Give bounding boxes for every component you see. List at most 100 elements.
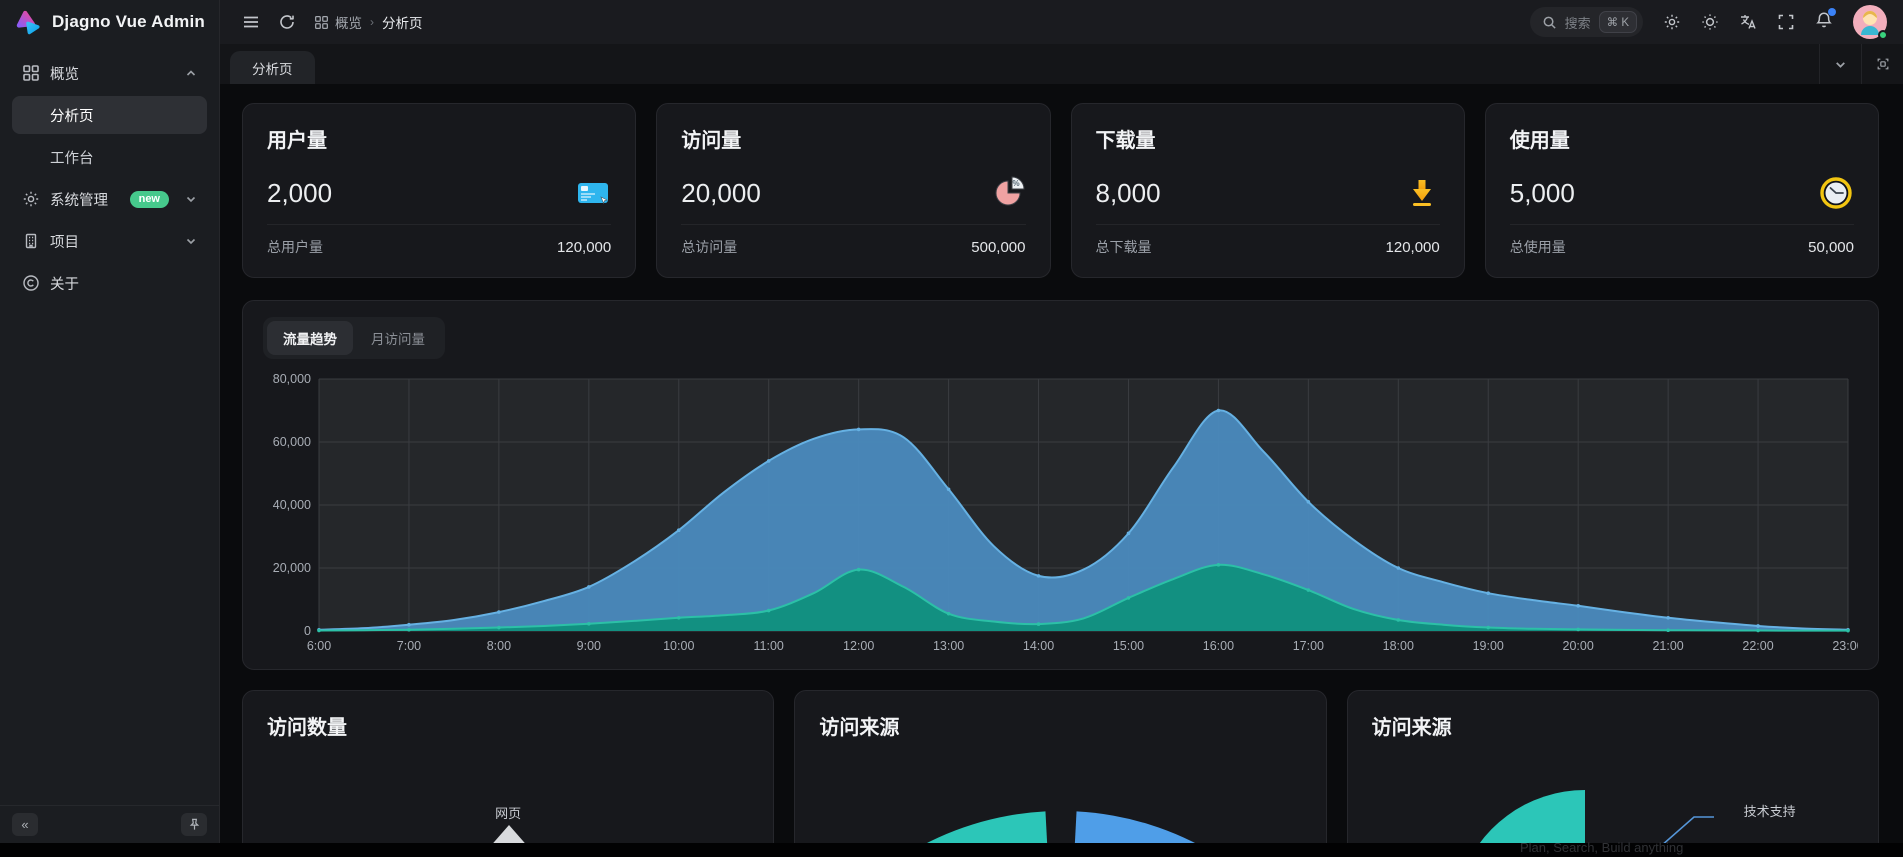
new-badge: new <box>129 190 169 208</box>
settings-gear-icon[interactable] <box>1663 13 1681 31</box>
stat-cards-row: 用户量 2,000 总用户量 120,000 <box>242 103 1879 278</box>
stat-title: 下载量 <box>1095 130 1156 152</box>
breadcrumb-root[interactable]: 概览 <box>314 12 362 32</box>
trend-chart-card: 流量趋势 月访问量 6:00 7:00 8:00 9:00 10:00 11:00 12:0… <box>242 300 1879 670</box>
sidebar-collapse-button[interactable]: « <box>12 813 38 836</box>
stat-value: 8,000 <box>1095 177 1161 208</box>
language-translate-icon[interactable] <box>1739 13 1757 31</box>
stat-value: 20,000 <box>681 177 761 208</box>
pie-chart-fragment: 技术支持 <box>1372 753 1854 857</box>
chevron-down-icon <box>186 196 196 203</box>
collapse-icon: « <box>21 817 29 832</box>
clock-icon <box>1820 177 1852 209</box>
online-status-dot <box>1878 30 1888 40</box>
maximize-view-button[interactable] <box>1861 44 1903 84</box>
svg-text:15:00: 15:00 <box>1113 639 1144 653</box>
card-title: 访问来源 <box>819 717 900 739</box>
avatar[interactable] <box>1853 5 1888 40</box>
card-title: 访问数量 <box>267 717 347 739</box>
visit-count-card: 访问数量 网页 <box>242 690 775 857</box>
stat-footer-label: 总下载量 <box>1095 239 1152 255</box>
sidebar-item-about[interactable]: 关于 <box>12 264 207 302</box>
bottom-cards-row: 访问数量 网页 访问来源 访问来源 技术支持 <box>242 690 1879 857</box>
sidebar-item-overview[interactable]: 概览 <box>12 54 207 92</box>
ghost-text: Plan, Search, Build anything <box>1520 840 1684 855</box>
bell-icon <box>1816 11 1832 27</box>
theme-sun-icon[interactable] <box>1701 13 1719 31</box>
svg-text:20,000: 20,000 <box>273 561 311 575</box>
download-icon <box>1412 180 1431 206</box>
page-content: 用户量 2,000 总用户量 120,000 <box>220 84 1903 857</box>
funnel-chart <box>481 825 537 857</box>
sidebar-item-workbench[interactable]: 工作台 <box>12 138 207 176</box>
svg-text:19:00: 19:00 <box>1473 639 1504 653</box>
svg-text:7:00: 7:00 <box>397 639 421 653</box>
stat-card-users: 用户量 2,000 总用户量 120,000 <box>242 103 637 278</box>
app-logo-icon <box>16 10 40 35</box>
svg-text:21:00: 21:00 <box>1652 639 1683 653</box>
svg-text:60,000: 60,000 <box>273 435 311 449</box>
search-input[interactable]: 搜索 ⌘ K <box>1529 7 1643 37</box>
stat-card-visits: 访问量 20,000 % 总访问量 500,000 <box>656 103 1051 278</box>
notifications-button[interactable] <box>1815 7 1836 34</box>
funnel-top-label: 网页 <box>495 806 522 821</box>
stat-title: 使用量 <box>1509 130 1570 152</box>
logo-row[interactable]: Djagno Vue Admin <box>0 0 219 44</box>
stat-card-usage: 使用量 5,000 总使用量 50,000 <box>1484 103 1879 278</box>
stat-value: 5,000 <box>1509 177 1575 208</box>
sidebar-pin-button[interactable] <box>181 813 207 836</box>
stat-footer-label: 总用户量 <box>267 239 323 255</box>
search-icon <box>1543 16 1556 29</box>
chevron-down-icon <box>186 238 196 245</box>
bottom-overlay-strip: Plan, Search, Build anything <box>0 840 1903 857</box>
topbar: 概览 › 分析页 搜索 ⌘ K <box>220 0 1903 44</box>
refresh-icon[interactable] <box>278 13 296 31</box>
stat-card-downloads: 下载量 8,000 总下载量 120,000 <box>1070 103 1465 278</box>
chevron-down-icon <box>1836 61 1845 68</box>
stat-footer-label: 总访问量 <box>681 239 738 255</box>
sidebar: Djagno Vue Admin 概览 分析页 工作台 <box>0 0 220 843</box>
svg-text:10:00: 10:00 <box>663 639 694 653</box>
pie-chart <box>902 811 1220 857</box>
stat-value: 2,000 <box>267 177 333 208</box>
svg-text:20:00: 20:00 <box>1563 639 1594 653</box>
gear-icon <box>23 191 39 207</box>
tab-monthly-visits[interactable]: 月访问量 <box>371 332 425 347</box>
pin-icon <box>189 818 199 830</box>
sidebar-item-label: 分析页 <box>50 108 94 125</box>
grid-icon <box>315 15 328 29</box>
id-card-icon <box>578 183 609 205</box>
stat-footer-value: 120,000 <box>1385 238 1440 256</box>
pie-chart-fragment <box>819 753 1301 857</box>
card-title: 访问来源 <box>1371 717 1452 739</box>
search-placeholder: 搜索 <box>1564 15 1591 31</box>
grid-icon <box>23 65 39 81</box>
topbar-actions: 搜索 ⌘ K <box>1529 5 1888 40</box>
tab-traffic-trend[interactable]: 流量趋势 <box>267 321 353 355</box>
traffic-trend-area-chart: 6:00 7:00 8:00 9:00 10:00 11:00 12:00 13:00 14:0… <box>273 372 1858 653</box>
svg-text:80,000: 80,000 <box>273 372 311 386</box>
notification-dot <box>1828 7 1836 16</box>
pie-percent-icon: % <box>995 176 1025 206</box>
tab-label: 分析页 <box>252 61 293 77</box>
sidebar-item-system[interactable]: 系统管理 new <box>12 180 207 218</box>
stat-footer-value: 50,000 <box>1808 238 1854 256</box>
sidebar-item-label: 系统管理 <box>50 192 108 209</box>
hamburger-menu-icon[interactable] <box>242 13 260 31</box>
stat-footer-value: 500,000 <box>971 238 1026 256</box>
tab-analysis[interactable]: 分析页 <box>230 51 315 84</box>
stat-title: 访问量 <box>681 130 742 152</box>
tab-list-dropdown-button[interactable] <box>1819 44 1861 84</box>
svg-text:14:00: 14:00 <box>1023 639 1054 653</box>
sidebar-item-project[interactable]: 项目 <box>12 222 207 260</box>
svg-text:12:00: 12:00 <box>843 639 874 653</box>
building-icon <box>25 233 37 249</box>
stat-footer-value: 120,000 <box>557 238 612 256</box>
stat-title: 用户量 <box>267 130 327 152</box>
stat-footer-label: 总使用量 <box>1509 239 1566 255</box>
fullscreen-icon[interactable] <box>1777 13 1795 31</box>
trend-tab-group: 流量趋势 月访问量 <box>263 317 445 359</box>
sidebar-item-label: 概览 <box>50 66 79 83</box>
sidebar-item-analysis[interactable]: 分析页 <box>12 96 207 134</box>
